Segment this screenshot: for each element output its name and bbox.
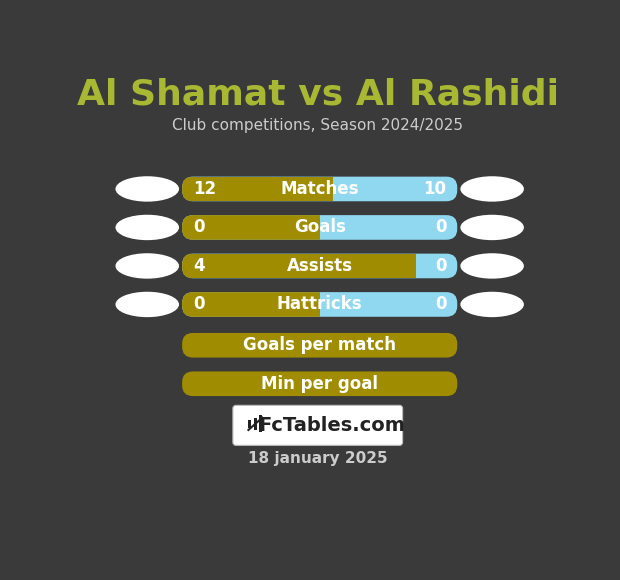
FancyBboxPatch shape <box>182 253 458 278</box>
Text: 10: 10 <box>423 180 446 198</box>
FancyBboxPatch shape <box>182 333 458 358</box>
Ellipse shape <box>115 292 179 317</box>
Text: Matches: Matches <box>280 180 359 198</box>
Text: 18 january 2025: 18 january 2025 <box>248 451 388 466</box>
FancyBboxPatch shape <box>233 405 402 445</box>
Text: 0: 0 <box>435 219 446 237</box>
FancyBboxPatch shape <box>182 292 458 317</box>
FancyBboxPatch shape <box>182 177 458 201</box>
Ellipse shape <box>115 215 179 240</box>
FancyBboxPatch shape <box>182 292 458 317</box>
Text: Min per goal: Min per goal <box>261 375 378 393</box>
Text: 12: 12 <box>193 180 216 198</box>
Text: 4: 4 <box>193 257 205 275</box>
FancyBboxPatch shape <box>182 177 458 201</box>
Ellipse shape <box>460 215 524 240</box>
Bar <box>259 415 262 432</box>
Text: FcTables.com: FcTables.com <box>258 416 405 435</box>
Ellipse shape <box>460 176 524 202</box>
FancyBboxPatch shape <box>182 253 458 278</box>
Text: 0: 0 <box>435 295 446 313</box>
Ellipse shape <box>460 253 524 278</box>
Text: Al Shamat vs Al Rashidi: Al Shamat vs Al Rashidi <box>77 77 559 111</box>
Ellipse shape <box>115 176 179 202</box>
FancyBboxPatch shape <box>182 215 458 240</box>
Text: 0: 0 <box>193 219 205 237</box>
Ellipse shape <box>115 253 179 278</box>
Bar <box>254 418 257 430</box>
Ellipse shape <box>460 292 524 317</box>
Text: Club competitions, Season 2024/2025: Club competitions, Season 2024/2025 <box>172 118 463 133</box>
Text: Goals: Goals <box>294 219 345 237</box>
Text: Hattricks: Hattricks <box>277 295 363 313</box>
Text: Goals per match: Goals per match <box>243 336 396 354</box>
Text: 0: 0 <box>193 295 205 313</box>
Text: Assists: Assists <box>286 257 353 275</box>
FancyBboxPatch shape <box>182 371 458 396</box>
Text: 0: 0 <box>435 257 446 275</box>
FancyBboxPatch shape <box>182 215 458 240</box>
Bar <box>249 420 252 427</box>
